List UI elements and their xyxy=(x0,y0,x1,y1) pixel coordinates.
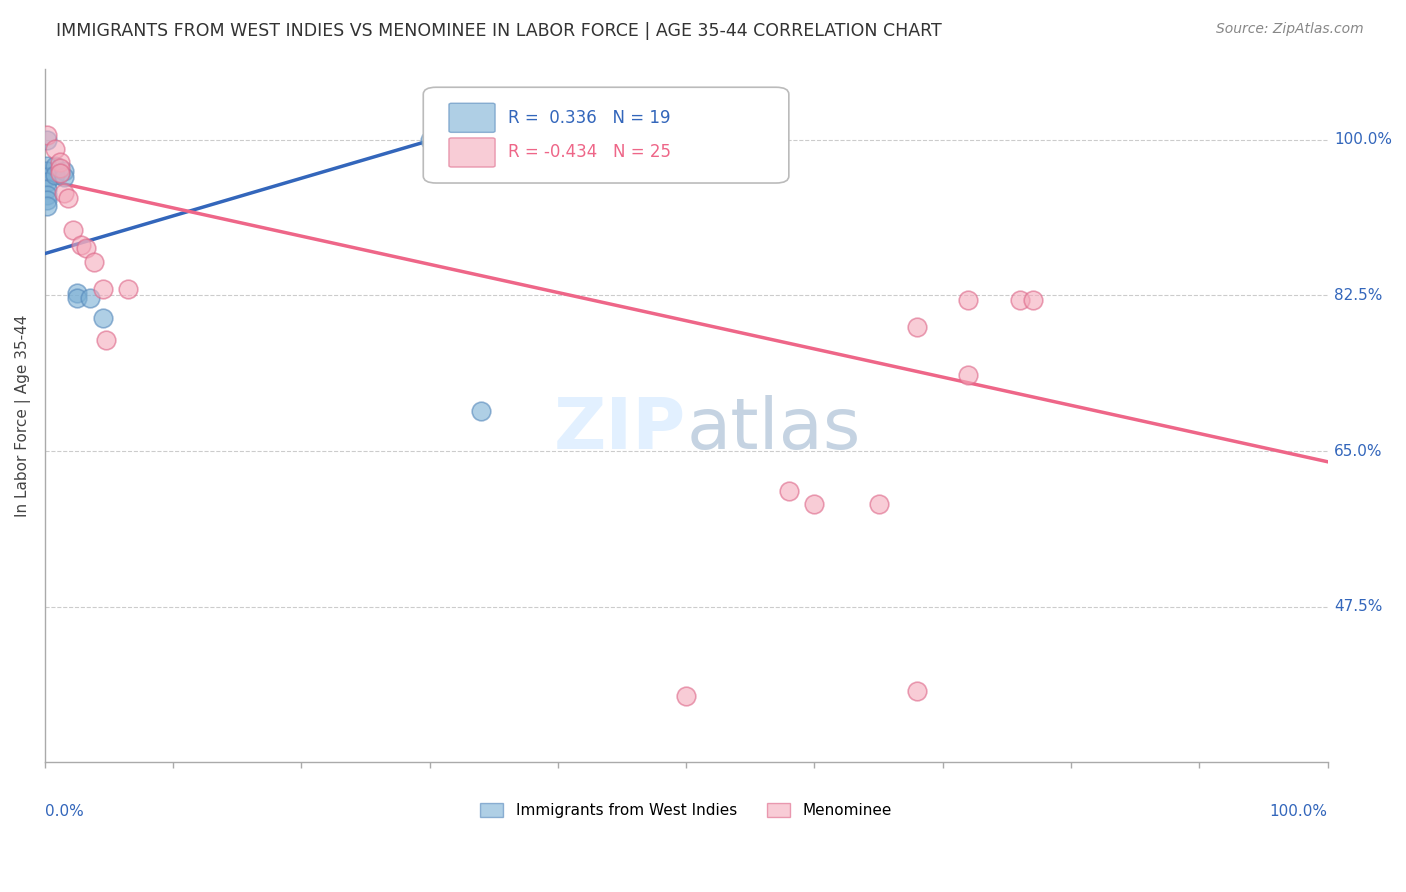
Point xyxy=(37,169,59,184)
Point xyxy=(957,293,980,307)
Point xyxy=(957,368,980,383)
Point xyxy=(868,498,890,512)
Point xyxy=(37,187,59,202)
Point xyxy=(49,155,72,169)
Text: 100.0%: 100.0% xyxy=(1334,132,1392,147)
Point xyxy=(470,404,492,418)
Point xyxy=(37,160,59,174)
Point xyxy=(803,498,825,512)
Text: atlas: atlas xyxy=(686,395,860,464)
Point xyxy=(752,128,775,143)
Point xyxy=(37,181,59,195)
Text: 65.0%: 65.0% xyxy=(1334,443,1382,458)
Text: 82.5%: 82.5% xyxy=(1334,288,1382,303)
Point xyxy=(91,310,114,325)
Text: 47.5%: 47.5% xyxy=(1334,599,1382,615)
Point xyxy=(53,164,76,178)
Point xyxy=(66,285,89,300)
Point xyxy=(53,186,76,200)
Point xyxy=(75,241,97,255)
Point xyxy=(905,319,928,334)
FancyBboxPatch shape xyxy=(449,138,495,167)
Point xyxy=(37,175,59,189)
Point xyxy=(37,199,59,213)
FancyBboxPatch shape xyxy=(423,87,789,183)
Point xyxy=(1008,293,1031,307)
Point xyxy=(56,190,79,204)
Point xyxy=(37,133,59,147)
Point xyxy=(96,333,118,347)
Point xyxy=(37,164,59,178)
Text: 100.0%: 100.0% xyxy=(1270,804,1327,819)
Text: Source: ZipAtlas.com: Source: ZipAtlas.com xyxy=(1216,22,1364,37)
Text: IMMIGRANTS FROM WEST INDIES VS MENOMINEE IN LABOR FORCE | AGE 35-44 CORRELATION : IMMIGRANTS FROM WEST INDIES VS MENOMINEE… xyxy=(56,22,942,40)
Text: R =  0.336   N = 19: R = 0.336 N = 19 xyxy=(508,109,671,127)
Point xyxy=(117,282,139,296)
Point xyxy=(79,291,101,305)
Point xyxy=(49,167,72,181)
Point xyxy=(66,291,89,305)
Point xyxy=(44,168,66,182)
Point xyxy=(44,160,66,174)
Point xyxy=(49,161,72,176)
Point xyxy=(37,128,59,143)
Point xyxy=(1021,293,1043,307)
Legend: Immigrants from West Indies, Menominee: Immigrants from West Indies, Menominee xyxy=(474,797,898,824)
Point xyxy=(419,133,441,147)
Point xyxy=(44,142,66,156)
Point xyxy=(53,169,76,184)
Point xyxy=(778,484,800,499)
Text: 0.0%: 0.0% xyxy=(45,804,83,819)
Point xyxy=(83,255,105,269)
Y-axis label: In Labor Force | Age 35-44: In Labor Force | Age 35-44 xyxy=(15,314,31,516)
Text: ZIP: ZIP xyxy=(554,395,686,464)
Point xyxy=(905,684,928,698)
Point xyxy=(91,282,114,296)
FancyBboxPatch shape xyxy=(449,103,495,132)
Point xyxy=(675,689,697,703)
Point xyxy=(62,223,84,237)
Text: R = -0.434   N = 25: R = -0.434 N = 25 xyxy=(508,144,671,161)
Point xyxy=(69,237,91,252)
Point xyxy=(37,193,59,207)
